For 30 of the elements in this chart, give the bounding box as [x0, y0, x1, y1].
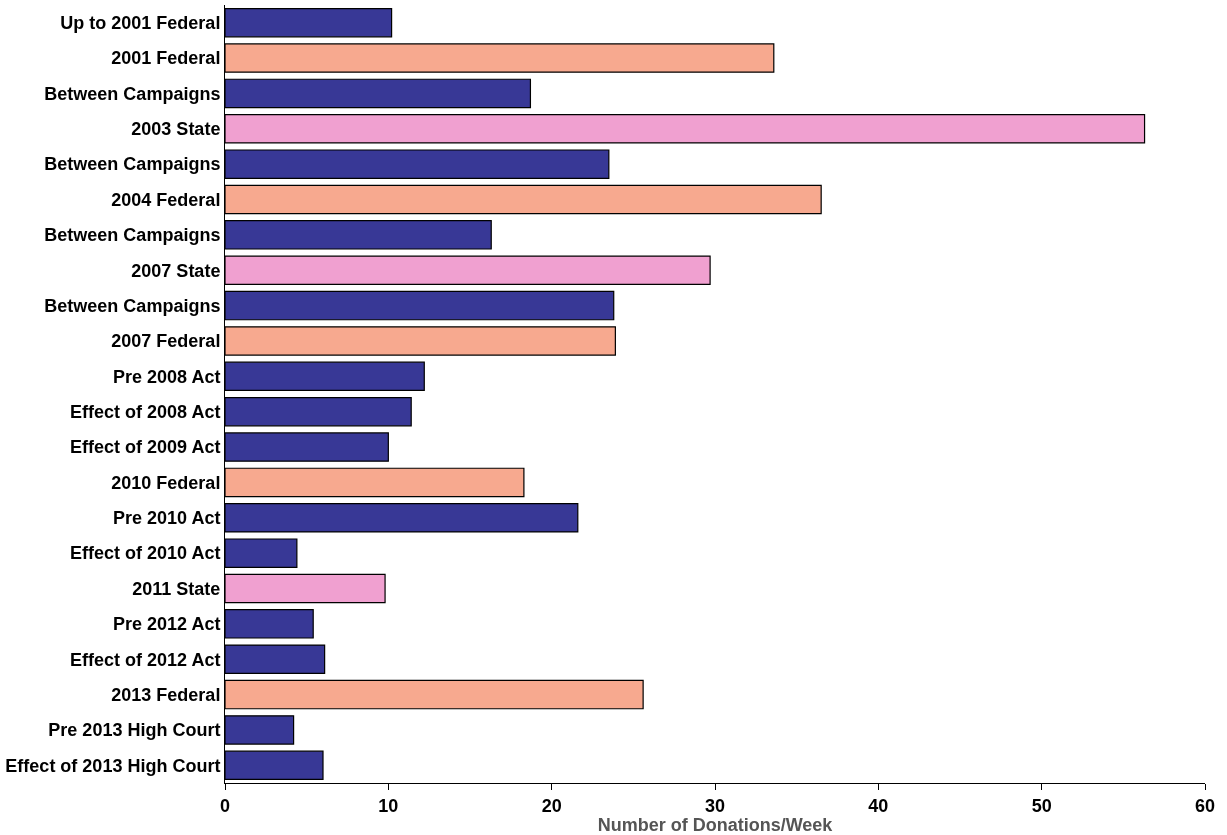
y-tick-label: Between Campaigns [44, 225, 221, 246]
y-tick-label: Between Campaigns [44, 154, 221, 175]
y-tick-label: Effect of 2010 Act [70, 543, 221, 564]
y-tick-label: 2004 Federal [111, 189, 221, 210]
y-tick-label: 2001 Federal [111, 48, 221, 69]
x-tick-label: 20 [541, 795, 562, 816]
y-tick-label: Effect of 2012 Act [70, 649, 221, 670]
x-tick-label: 0 [219, 795, 231, 816]
x-tick-label: 50 [1031, 795, 1052, 816]
y-tick-label: 2013 Federal [111, 684, 221, 705]
y-tick-label: Effect of 2013 High Court [5, 755, 221, 776]
y-tick-label: Between Campaigns [44, 83, 221, 104]
x-axis-title: Number of Donations/Week [597, 815, 834, 835]
y-tick-label: 2007 Federal [111, 331, 221, 352]
x-tick-label: 10 [378, 795, 399, 816]
y-tick-label: Pre 2008 Act [112, 366, 221, 387]
y-tick-label: Between Campaigns [44, 295, 221, 316]
x-tick-label: 40 [868, 795, 889, 816]
x-tick-label: 60 [1194, 795, 1216, 816]
y-tick-label: 2011 State [132, 578, 221, 599]
y-tick-label: Pre 2012 Act [112, 614, 221, 635]
y-tick-label: 2003 State [131, 119, 221, 140]
y-tick-label: Up to 2001 Federal [60, 12, 221, 33]
y-tick-label: Effect of 2009 Act [70, 437, 221, 458]
y-tick-label: Pre 2010 Act [112, 508, 221, 529]
x-tick-label: 30 [704, 795, 726, 816]
y-tick-label: 2007 State [131, 260, 221, 281]
y-tick-label: Pre 2013 High Court [48, 720, 221, 741]
y-tick-label: 2010 Federal [111, 472, 221, 493]
y-tick-label: Effect of 2008 Act [70, 401, 221, 422]
